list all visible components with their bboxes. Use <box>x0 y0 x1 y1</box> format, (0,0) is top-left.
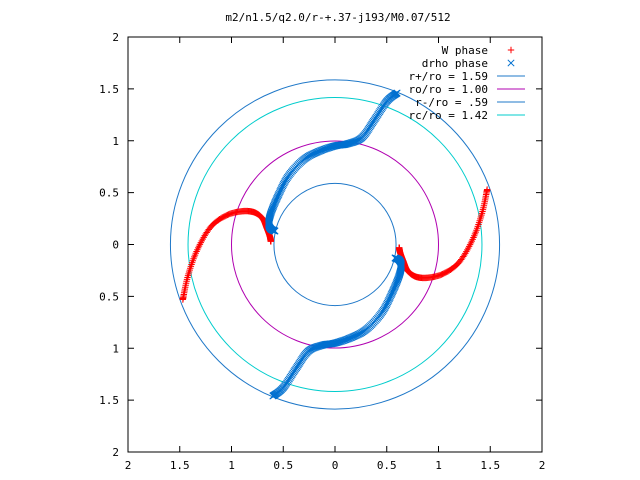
radius-circle <box>169 79 501 410</box>
legend-label: r+/ro = 1.59 <box>409 70 488 83</box>
legend-label: drho phase <box>422 57 488 70</box>
legend-label: ro/ro = 1.00 <box>409 83 488 96</box>
x-tick-label: 0.5 <box>273 459 293 472</box>
x-tick-label: 1.5 <box>480 459 500 472</box>
x-tick-label: 1 <box>228 459 235 472</box>
x-tick-label: 0 <box>332 459 339 472</box>
data-point <box>393 279 401 287</box>
y-tick-label: 2 <box>112 31 119 44</box>
y-tick-label: 0 <box>112 239 119 252</box>
y-tick-label: 1.5 <box>99 83 119 96</box>
data-point <box>507 59 515 67</box>
data-point <box>269 202 277 210</box>
x-tick-label: 0.5 <box>377 459 397 472</box>
y-tick-label: 1 <box>112 342 119 355</box>
data-point <box>267 238 275 245</box>
legend-label: r-/ro = .59 <box>415 96 488 109</box>
x-tick-label: 1 <box>435 459 442 472</box>
legend-label: rc/ro = 1.42 <box>409 109 488 122</box>
radius-circle <box>231 140 439 349</box>
radius-circle <box>187 97 483 392</box>
y-tick-label: 1 <box>112 135 119 148</box>
x-tick-label: 2 <box>539 459 546 472</box>
y-tick-label: 1.5 <box>99 394 119 407</box>
y-tick-label: 2 <box>112 446 119 459</box>
legend-label: W phase <box>442 44 488 57</box>
x-tick-label: 1.5 <box>170 459 190 472</box>
chart-title: m2/n1.5/q2.0/r-+.37-j193/M0.07/512 <box>225 11 450 24</box>
data-point <box>271 227 279 235</box>
data-point <box>395 244 403 251</box>
x-tick-label: 2 <box>125 459 132 472</box>
data-point <box>391 254 399 262</box>
data-point <box>507 46 515 54</box>
y-tick-label: 0.5 <box>99 290 119 303</box>
y-tick-label: 0.5 <box>99 187 119 200</box>
radius-circle <box>273 182 397 307</box>
